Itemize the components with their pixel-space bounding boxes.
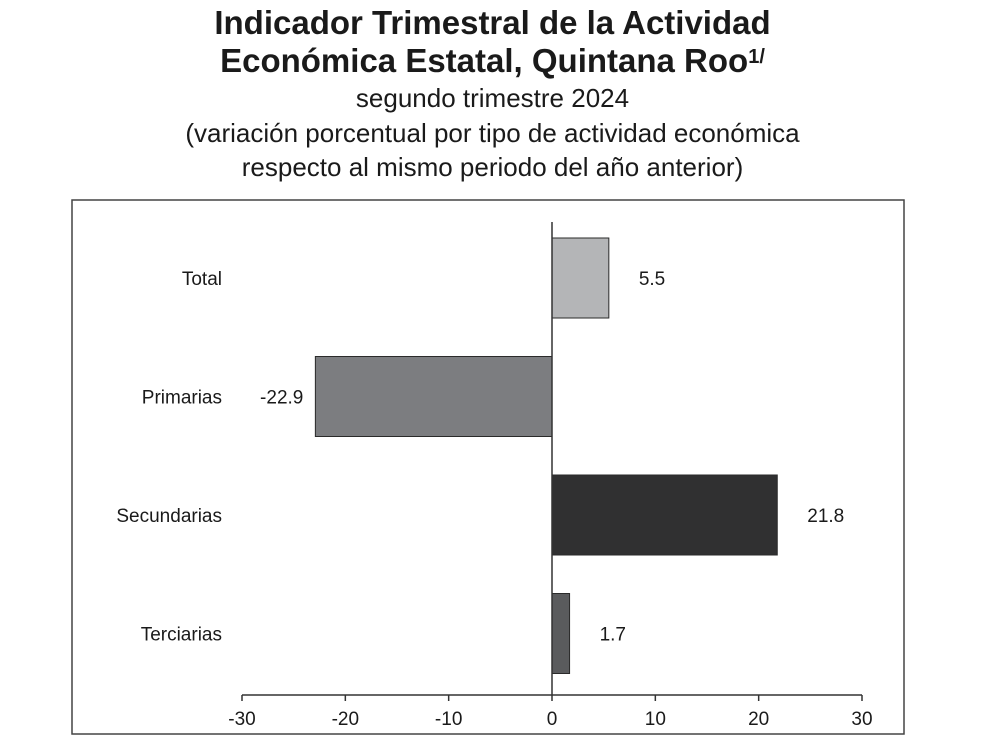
chart-frame (71, 199, 905, 735)
bar-primarias (314, 356, 553, 437)
category-label: Total (182, 269, 222, 290)
chart-note-line1: (variación porcentual por tipo de activi… (185, 118, 800, 148)
bars-layer (314, 237, 778, 674)
bar-terciarias (551, 593, 571, 674)
category-label: Terciarias (141, 625, 222, 646)
chart-titles: Indicador Trimestral de la Actividad Eco… (0, 0, 985, 184)
x-tick-label: 30 (851, 709, 872, 730)
x-tick-label: 0 (547, 709, 558, 730)
labels-layer: Total 5.5 Primarias -22.9 Secundarias 21.8 Ter… (116, 269, 844, 646)
value-label: 21.8 (807, 506, 844, 527)
chart-title-line2-text: Económica Estatal, Quintana Roo (220, 42, 749, 79)
x-axis: -30 -20 -10 0 10 20 30 (228, 222, 873, 730)
chart-subtitle: segundo trimestre 2024 (355, 83, 630, 113)
chart-note-line2: respecto al mismo periodo del año anteri… (241, 152, 744, 182)
x-tick-label: -10 (435, 709, 462, 730)
value-label: 5.5 (639, 269, 665, 290)
value-label: -22.9 (260, 388, 303, 409)
footnote-mark: 1/ (748, 46, 765, 68)
bar-secundarias (551, 474, 778, 556)
x-tick-label: -30 (228, 709, 255, 730)
category-label: Primarias (142, 388, 222, 409)
value-label: 1.7 (600, 625, 626, 646)
x-tick-label: 20 (748, 709, 769, 730)
bar-total (551, 237, 610, 319)
x-tick-label: 10 (645, 709, 666, 730)
chart-title-line2: Económica Estatal, Quintana Roo1/ (0, 42, 985, 80)
category-label: Secundarias (116, 506, 222, 527)
chart-title-line1: Indicador Trimestral de la Actividad (214, 4, 771, 41)
x-tick-label: -20 (332, 709, 359, 730)
